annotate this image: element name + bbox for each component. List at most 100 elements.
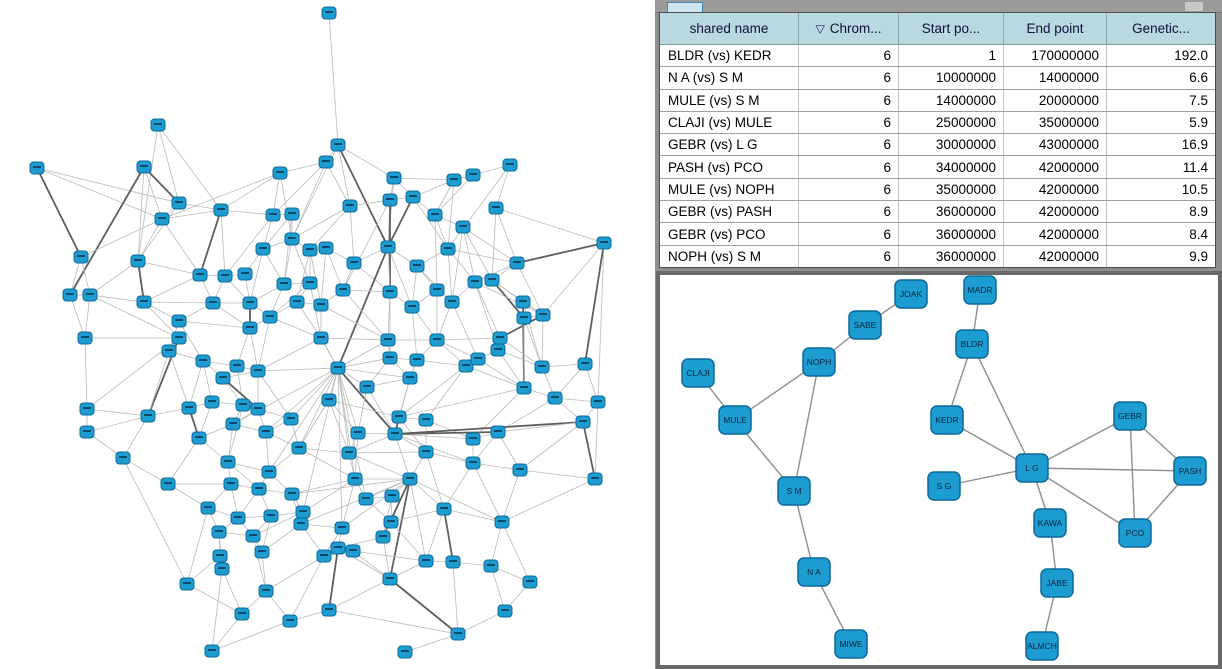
network-node-KEDR[interactable]: KEDR — [930, 405, 964, 435]
table-cell[interactable]: 6 — [799, 156, 899, 178]
table-cell[interactable]: 35000000 — [1004, 111, 1107, 134]
table-row[interactable]: GEBR (vs) PCO 6 36000000 42000000 8.4 — [660, 223, 1215, 246]
scroll-button[interactable] — [1185, 2, 1203, 11]
table-cell[interactable]: 7.5 — [1189, 92, 1208, 108]
table-cell[interactable]: PASH (vs) PCO — [660, 156, 799, 178]
detail-network-canvas[interactable]: JOAK MADR SABE BLDR NOPH CLAJI MULE KEDR GEBR L G… — [660, 275, 1218, 665]
table-cell[interactable]: MULE (vs) S M — [660, 89, 799, 111]
network-node-ALMCH[interactable]: ALMCH — [1025, 631, 1059, 661]
table-cell[interactable]: 36000000 — [899, 245, 1004, 267]
table-cell[interactable]: 43000000 — [1004, 134, 1107, 156]
table-cell[interactable]: 16.9 — [1181, 137, 1208, 153]
column-header-end-point[interactable]: End point — [1004, 13, 1107, 44]
table-cell[interactable]: 34000000 — [899, 156, 1004, 178]
table-cell[interactable]: 14000000 — [1004, 67, 1107, 89]
network-node-JOAK[interactable]: JOAK — [894, 279, 928, 309]
table-cell[interactable]: MULE (vs) NOPH — [660, 178, 799, 201]
network-node-SG[interactable]: S G — [927, 471, 961, 501]
table-cell[interactable]: 30000000 — [899, 134, 1004, 156]
table-row[interactable]: MULE (vs) NOPH 6 35000000 42000000 10.5 — [660, 178, 1215, 202]
table-cell[interactable]: 9.9 — [1189, 248, 1208, 264]
table-cell[interactable]: 36000000 — [899, 201, 1004, 223]
network-edge — [434, 174, 474, 216]
table-row[interactable]: PASH (vs) PCO 6 34000000 42000000 11.4 — [660, 156, 1215, 179]
table-cell[interactable]: 192.0 — [1174, 48, 1208, 64]
network-edge-NOPH-SM[interactable] — [793, 361, 820, 492]
table-cell[interactable]: 42000000 — [1004, 245, 1107, 267]
network-edge — [325, 161, 351, 207]
table-cell[interactable]: GEBR (vs) PASH — [660, 201, 799, 223]
table-cell[interactable]: 10000000 — [899, 67, 1004, 89]
network-node-SABE[interactable]: SABE — [848, 310, 882, 340]
table-cell[interactable]: 42000000 — [1004, 156, 1107, 178]
table-cell[interactable]: 8.4 — [1189, 226, 1208, 242]
network-node-PASH[interactable]: PASH — [1173, 456, 1207, 486]
table-cell[interactable]: 6 — [799, 111, 899, 134]
network-node-GEBR[interactable]: GEBR — [1113, 401, 1147, 431]
column-header-chrom[interactable]: ▽ Chrom... — [799, 13, 899, 44]
network-edge — [178, 320, 251, 329]
network-node-NOPH[interactable]: NOPH — [802, 347, 836, 377]
table-cell[interactable]: 36000000 — [899, 223, 1004, 245]
table-row[interactable]: N A (vs) S M 6 10000000 14000000 6.6 — [660, 67, 1215, 90]
network-node-JABE[interactable]: JABE — [1040, 568, 1074, 598]
table-cell[interactable]: CLAJI (vs) MULE — [660, 111, 799, 134]
table-cell[interactable]: 42000000 — [1004, 201, 1107, 223]
table-cell[interactable]: 14000000 — [899, 89, 1004, 111]
table-row[interactable]: GEBR (vs) L G 6 30000000 43000000 16.9 — [660, 134, 1215, 157]
table-cell[interactable]: 6 — [799, 178, 899, 201]
table-cell[interactable]: 1 — [899, 45, 1004, 67]
node-label: GEBR — [1118, 411, 1142, 421]
table-cell[interactable]: GEBR (vs) PCO — [660, 223, 799, 245]
network-node-NA[interactable]: N A — [797, 557, 831, 587]
network-node-PCO[interactable]: PCO — [1118, 518, 1152, 548]
network-edge-LG-PCO[interactable] — [1031, 467, 1136, 534]
table-cell[interactable]: 42000000 — [1004, 223, 1107, 245]
table-cell[interactable]: 6 — [799, 245, 899, 267]
table-cell[interactable]: 6 — [799, 201, 899, 223]
table-cell[interactable]: NOPH (vs) S M — [660, 245, 799, 267]
table-cell[interactable]: 25000000 — [899, 111, 1004, 134]
network-edge — [265, 367, 339, 433]
table-cell[interactable]: 6 — [799, 45, 899, 67]
panel-tab[interactable] — [667, 2, 703, 13]
network-node-SM[interactable]: S M — [777, 476, 811, 506]
table-cell[interactable]: 20000000 — [1004, 89, 1107, 111]
column-header-genetic[interactable]: Genetic... — [1107, 13, 1215, 44]
table-cell[interactable]: GEBR (vs) L G — [660, 134, 799, 156]
filter-icon[interactable]: ▽ — [815, 22, 825, 35]
column-header-start-po[interactable]: Start po... — [899, 13, 1004, 44]
network-edge-BLDR-LG[interactable] — [971, 343, 1033, 469]
table-cell[interactable]: BLDR (vs) KEDR — [660, 45, 799, 67]
table-cell[interactable]: 10.5 — [1181, 181, 1208, 197]
network-node-MADR[interactable]: MADR — [963, 275, 997, 305]
network-node-BLDR[interactable]: BLDR — [955, 329, 989, 359]
network-node-MIWE[interactable]: MIWE — [834, 629, 868, 659]
table-cell[interactable]: 170000000 — [1004, 45, 1107, 67]
table-cell[interactable]: 6 — [799, 67, 899, 89]
table-cell[interactable]: 6.6 — [1189, 70, 1208, 86]
network-node-KAWA[interactable]: KAWA — [1033, 508, 1067, 538]
table-cell[interactable]: 35000000 — [899, 178, 1004, 201]
table-cell[interactable]: 6 — [799, 223, 899, 245]
table-cell[interactable]: 11.4 — [1182, 159, 1208, 175]
network-edge-LG-PASH[interactable] — [1031, 467, 1191, 472]
table-row[interactable]: NOPH (vs) S M 6 36000000 42000000 9.9 — [660, 245, 1215, 267]
column-header-shared-name[interactable]: shared name — [660, 13, 799, 44]
network-edge-GEBR-PCO[interactable] — [1129, 415, 1136, 534]
table-cell[interactable]: N A (vs) S M — [660, 67, 799, 89]
table-cell[interactable]: 6 — [799, 134, 899, 156]
table-cell[interactable]: 8.9 — [1189, 204, 1208, 220]
network-node-MULE[interactable]: MULE — [718, 405, 752, 435]
table-cell[interactable]: 5.9 — [1189, 115, 1208, 131]
network-node-CLAJI[interactable]: CLAJI — [681, 358, 715, 388]
network-node-LG[interactable]: L G — [1015, 453, 1049, 483]
table-row[interactable]: GEBR (vs) PASH 6 36000000 42000000 8.9 — [660, 201, 1215, 224]
table-cell[interactable]: 42000000 — [1004, 178, 1107, 201]
table-row[interactable]: BLDR (vs) KEDR 6 1 170000000 192.0 — [660, 45, 1215, 68]
table-row[interactable]: MULE (vs) S M 6 14000000 20000000 7.5 — [660, 89, 1215, 112]
table-cell[interactable]: 6 — [799, 89, 899, 111]
overview-network-canvas[interactable] — [0, 0, 655, 669]
table-row[interactable]: CLAJI (vs) MULE 6 25000000 35000000 5.9 — [660, 111, 1215, 135]
network-edge — [257, 316, 271, 372]
